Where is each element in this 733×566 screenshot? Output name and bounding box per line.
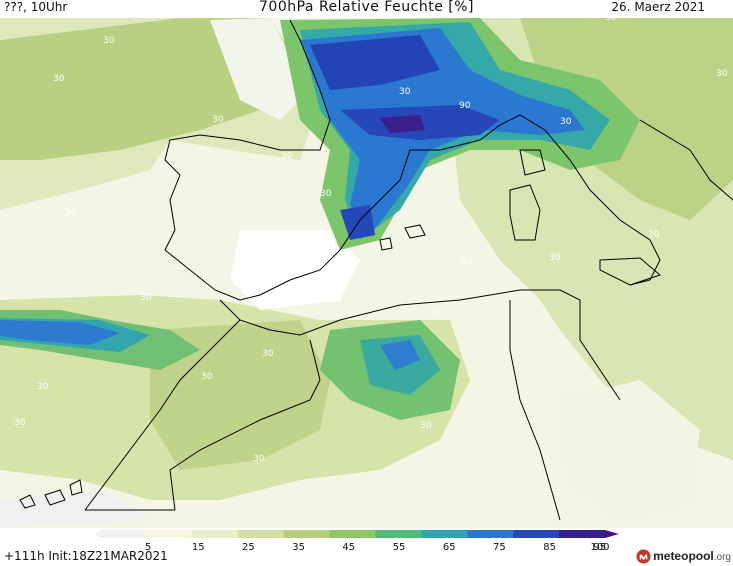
humidity-field-75 (0, 320, 120, 345)
map-title: 700hPa Relative Feuchte [%] (259, 0, 474, 15)
legend-swatch (559, 530, 606, 538)
humidity-field-5 (210, 18, 310, 120)
legend-tick-label: 5 (145, 542, 151, 553)
legend-tick-label: 85 (543, 542, 556, 553)
contour-label: 30 (420, 421, 432, 431)
legend-tick-label: 65 (443, 542, 456, 553)
contour-label: 30 (37, 382, 49, 392)
contour-label: 30 (281, 151, 293, 161)
humidity-field-75 (380, 340, 420, 370)
contour-label: 30 (140, 293, 152, 303)
legend-swatch (237, 530, 285, 538)
legend-swatch (513, 530, 560, 538)
humidity-field-85 (310, 35, 440, 90)
contour-label: 30 (605, 18, 617, 23)
humidity-field-95 (380, 115, 425, 133)
contour-label: 30 (549, 253, 561, 263)
humidity-field-5 (560, 380, 700, 520)
legend-swatch (375, 530, 422, 538)
contour-label: 30 (461, 257, 473, 267)
forecast-date: 26. Maerz 2021 (611, 0, 705, 14)
legend-swatch (100, 530, 147, 538)
contour-label: 30 (429, 309, 441, 319)
contour-label: 30 (212, 115, 224, 125)
contour-label: 30 (201, 372, 213, 382)
legend-arrow-low (94, 530, 100, 538)
brand-name: meteopool (653, 549, 714, 563)
legend-tick-label: 95 (593, 542, 606, 553)
contour-label: 30 (320, 189, 332, 199)
legend-tick-label: 45 (342, 542, 355, 553)
legend-tick-label: 100 (590, 542, 609, 553)
legend-swatch (191, 530, 239, 538)
contour-label: 30 (648, 230, 660, 240)
legend-tick-label: 25 (242, 542, 255, 553)
contour-labels: 30 30 30 30 30 30 30 90 30 30 30 30 30 3… (14, 18, 728, 464)
legend-tick-label: 35 (292, 542, 305, 553)
coastlines (19, 19, 733, 521)
contour-label: 30 (399, 87, 411, 97)
contour-label: 30 (560, 117, 572, 127)
legend-arrow-high (605, 530, 619, 538)
run-info: +111h Init:18Z21MAR2021 (4, 549, 168, 563)
humidity-map: 30 30 30 30 30 30 30 90 30 30 30 30 30 3… (0, 18, 733, 528)
legend-swatch (145, 530, 193, 538)
humidity-field-5 (230, 230, 360, 310)
legend-swatch (329, 530, 376, 538)
legend-swatch (283, 530, 331, 538)
contour-label: 90 (459, 101, 471, 111)
brand-suffix: .org (713, 552, 731, 563)
legend-tick-label: 75 (493, 542, 506, 553)
humidity-field-35 (150, 320, 330, 470)
legend-tick-label: 55 (393, 542, 406, 553)
brand-logo[interactable]: meteopool.org (636, 546, 731, 566)
legend-tick-label: 15 (192, 542, 205, 553)
contour-label: 30 (262, 349, 274, 359)
contour-label: 30 (103, 36, 115, 46)
header: ???, 10Uhr 700hPa Relative Feuchte [%] 2… (0, 0, 733, 18)
contour-label: 30 (716, 69, 728, 79)
legend-swatch (467, 530, 514, 538)
humidity-field-5 (0, 490, 150, 528)
meteopool-logo-icon (636, 548, 651, 564)
contour-label: 30 (14, 418, 26, 428)
legend-swatch (421, 530, 468, 538)
valid-time: ???, 10Uhr (4, 0, 68, 14)
contour-label: 30 (64, 208, 76, 218)
contour-label: 30 (53, 74, 65, 84)
contour-label: 30 (253, 454, 265, 464)
